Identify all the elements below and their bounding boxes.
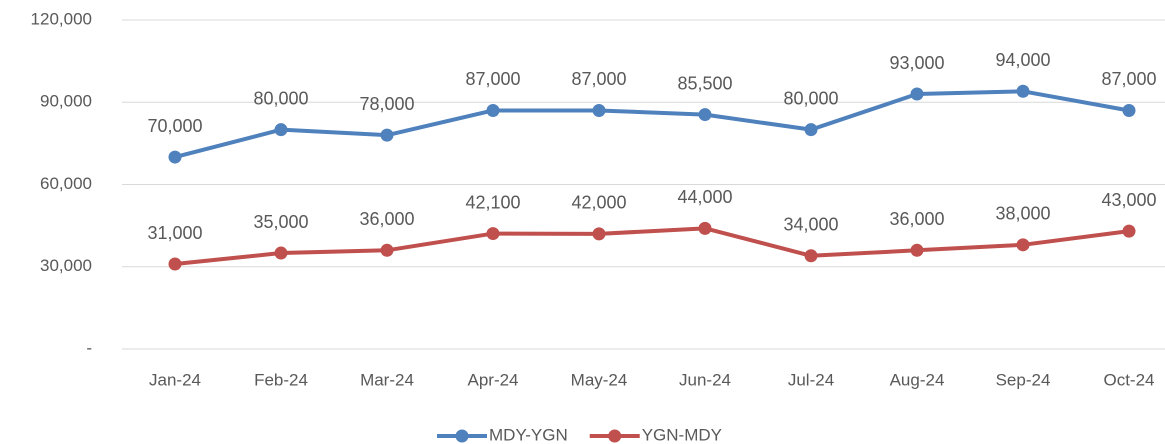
x-tick-label: Oct-24 [1103,370,1154,389]
x-tick-label: Mar-24 [360,370,414,389]
y-tick-label: 60,000 [40,174,92,193]
y-tick-label: 120,000 [31,9,92,28]
data-label: 87,000 [465,69,520,89]
data-label: 87,000 [571,69,626,89]
x-tick-label: Apr-24 [467,370,518,389]
data-label: 36,000 [889,209,944,229]
legend-marker [608,429,622,443]
point [274,123,288,137]
data-label: 85,500 [677,73,732,93]
data-label: 36,000 [359,209,414,229]
legend-label: MDY-YGN [489,425,568,444]
x-tick-label: Jan-24 [149,370,201,389]
legend-label: YGN-MDY [642,425,722,444]
point [168,150,182,164]
point [592,227,606,241]
data-label: 34,000 [783,215,838,235]
data-label: 42,100 [465,192,520,212]
x-tick-label: Sep-24 [996,370,1051,389]
data-label: 43,000 [1101,190,1156,210]
data-label: 35,000 [253,212,308,232]
data-label: 80,000 [253,88,308,108]
point [698,221,712,235]
point [380,243,394,257]
data-label: 94,000 [995,50,1050,70]
series-line [173,89,1131,160]
point [910,87,924,101]
point [380,128,394,142]
data-label: 80,000 [783,88,838,108]
point [168,257,182,271]
point [592,103,606,117]
x-tick-label: Jul-24 [788,370,834,389]
x-tick-label: Feb-24 [254,370,308,389]
y-tick-label: - [86,338,92,357]
data-label: 42,000 [571,193,626,213]
data-label: 31,000 [147,223,202,243]
data-label: 87,000 [1101,69,1156,89]
point [698,108,712,122]
point [1016,84,1030,98]
point [804,123,818,137]
legend-marker [455,429,469,443]
point [910,243,924,257]
data-label: 70,000 [147,116,202,136]
y-tick-label: 90,000 [40,92,92,111]
data-label: 78,000 [359,94,414,114]
data-label: 38,000 [995,204,1050,224]
point [486,227,500,241]
point [804,249,818,263]
data-label: 44,000 [677,187,732,207]
data-label: 93,000 [889,53,944,73]
x-tick-label: Jun-24 [679,370,731,389]
point [274,246,288,260]
series-line [173,226,1131,267]
point [1122,224,1136,238]
point [1122,103,1136,117]
x-tick-label: Aug-24 [890,370,945,389]
point [486,103,500,117]
x-tick-label: May-24 [571,370,628,389]
y-tick-label: 30,000 [40,256,92,275]
point [1016,238,1030,252]
